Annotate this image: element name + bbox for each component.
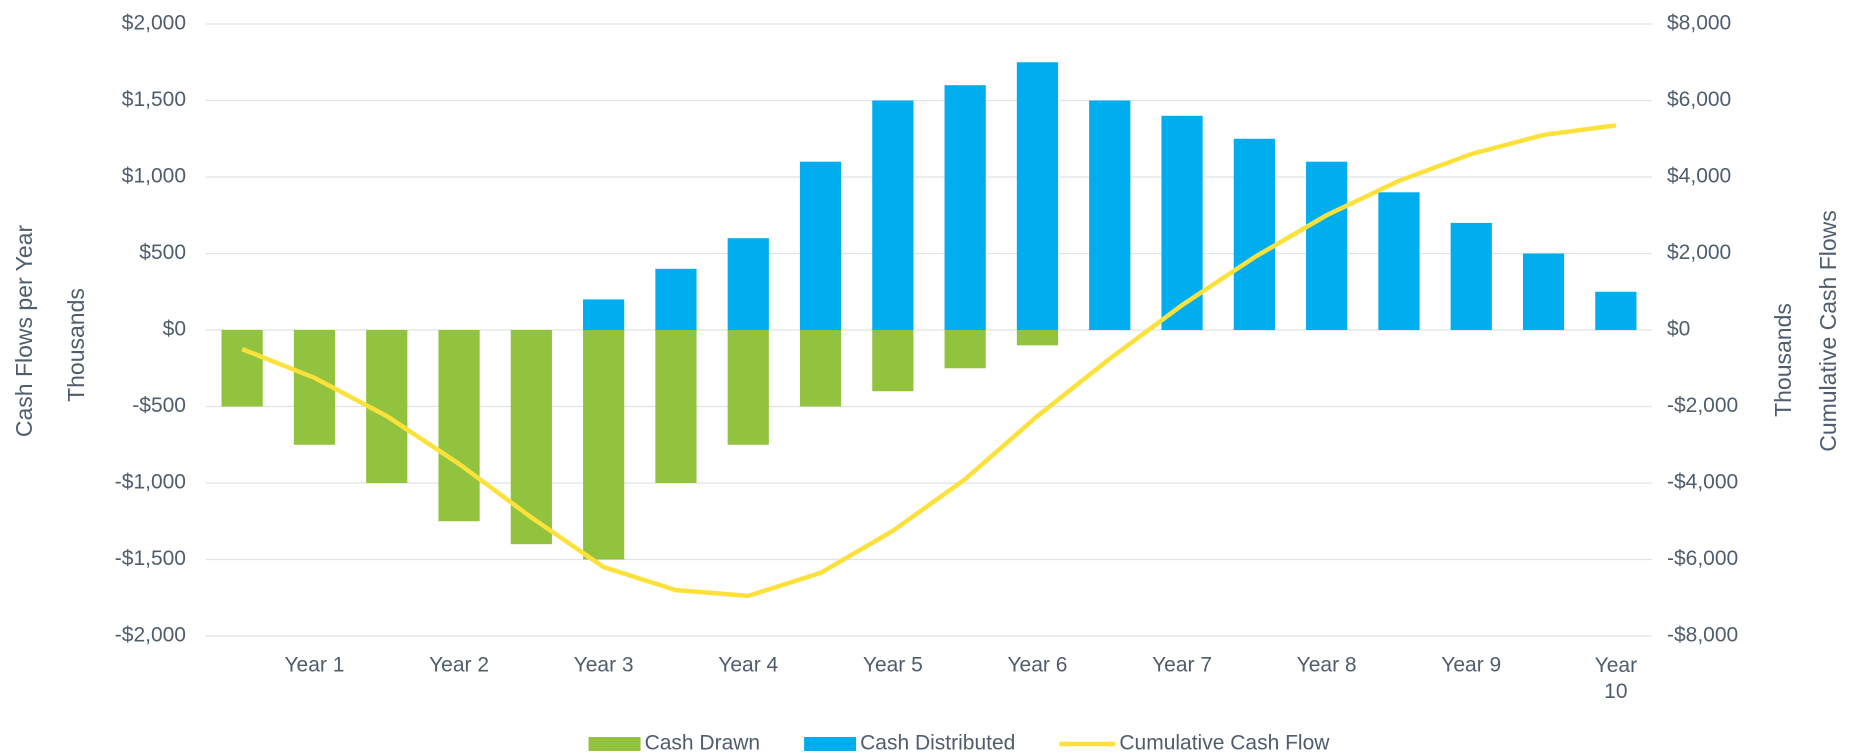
y-tick-label: -$1,500: [115, 547, 186, 570]
bar: [583, 330, 625, 560]
x-tick-label: Year 10: [1595, 654, 1637, 703]
legend-swatch: [804, 737, 857, 751]
y2-tick-label: -$2,000: [1667, 394, 1738, 417]
x-tick-label: Year 2: [429, 654, 489, 677]
bar: [799, 161, 842, 330]
bar: [1450, 222, 1492, 330]
bar: [655, 330, 697, 483]
y-tick-label: $1,000: [122, 165, 186, 188]
y-tick-label: $500: [139, 241, 186, 264]
bar: [872, 100, 914, 330]
y2-tick-label: $8,000: [1667, 12, 1731, 35]
legend-swatch: [588, 737, 641, 751]
bar: [944, 330, 986, 369]
bar: [727, 330, 769, 445]
y2-tick-label: $0: [1667, 318, 1690, 341]
y2-tick-label: -$8,000: [1667, 624, 1738, 647]
y2-axis-title: Cumulative Cash Flows: [1815, 210, 1841, 452]
bar: [1089, 100, 1131, 330]
y-tick-label: -$1,000: [115, 471, 186, 494]
y2-axis-units: Thousands: [1770, 303, 1796, 417]
x-tick-label: Year 3: [574, 654, 634, 677]
y-tick-label: -$500: [132, 394, 186, 417]
bar: [727, 238, 769, 330]
x-tick-label: Year 4: [718, 654, 778, 677]
y-tick-label: -$2,000: [115, 624, 186, 647]
y2-tick-label: -$6,000: [1667, 547, 1738, 570]
bar: [872, 330, 914, 392]
x-tick-label: Year 7: [1152, 654, 1212, 677]
bar: [510, 330, 552, 545]
bar: [1522, 253, 1565, 330]
y-tick-label: $1,500: [122, 88, 186, 111]
bar: [799, 330, 842, 407]
legend: Cash Drawn Cash Distributed Cumulative Cas…: [588, 732, 1330, 754]
bar: [655, 268, 697, 330]
y-axis-title: Cash Flows per Year: [11, 225, 37, 438]
y-tick-label: $0: [163, 318, 186, 341]
bar: [221, 330, 263, 407]
bar: [1378, 192, 1420, 330]
bar: [1595, 291, 1637, 330]
bar: [1233, 138, 1275, 330]
legend-label: Cumulative Cash Flow: [1119, 732, 1330, 754]
x-tick-label: Year 9: [1441, 654, 1501, 677]
x-tick-label: Year 8: [1297, 654, 1357, 677]
y2-tick-label: $6,000: [1667, 88, 1731, 111]
y2-tick-label: $4,000: [1667, 165, 1731, 188]
bar: [1016, 62, 1059, 330]
legend-label: Cash Drawn: [645, 732, 761, 754]
line: [241, 123, 1617, 599]
y-axis-units: Thousands: [63, 288, 89, 402]
bar: [583, 299, 625, 330]
bar: [1306, 161, 1348, 330]
y2-tick-label: $2,000: [1667, 241, 1731, 264]
bar: [1016, 330, 1059, 346]
legend-label: Cash Distributed: [860, 732, 1015, 754]
bar: [944, 85, 986, 330]
x-tick-label: Year 1: [284, 654, 344, 677]
y2-tick-label: -$4,000: [1667, 471, 1738, 494]
bar: [438, 330, 480, 522]
y-tick-label: $2,000: [122, 12, 186, 35]
x-tick-label: Year 6: [1007, 654, 1067, 677]
x-tick-label: Year 5: [863, 654, 923, 677]
